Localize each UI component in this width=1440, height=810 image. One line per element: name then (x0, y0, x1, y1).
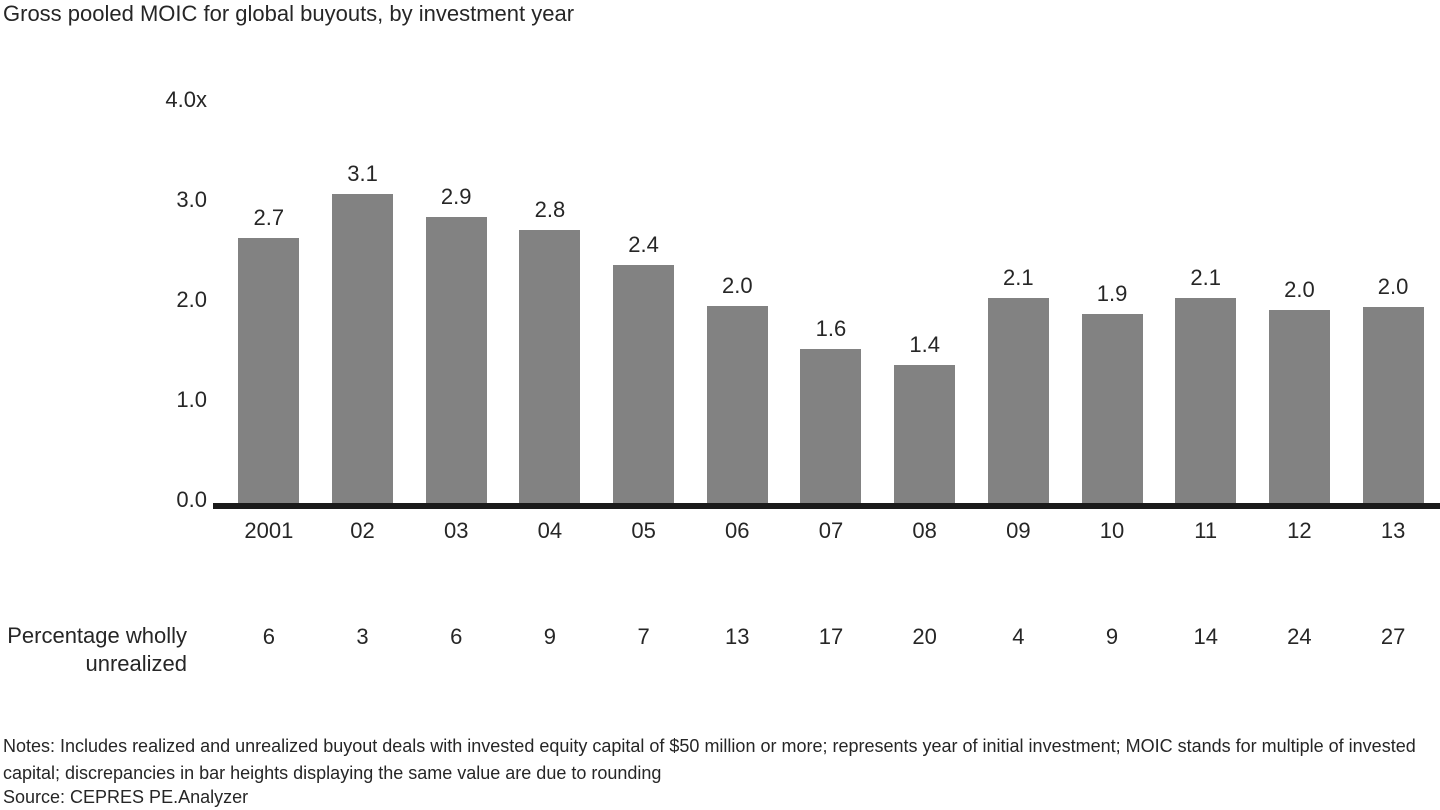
bar-slot: 2.4 (597, 232, 691, 503)
x-tick-label: 12 (1287, 518, 1312, 543)
bar-value-label: 2.4 (628, 232, 659, 257)
x-axis-labels: 2001 02 03 04 05 06 07 08 09 10 11 12 13 (222, 517, 1440, 545)
y-tick-label: 0.0 (176, 487, 207, 512)
bar-06 (706, 306, 768, 503)
bar-value-label: 2.9 (440, 184, 472, 209)
chart-notes: Notes: Includes realized and unrealized … (3, 736, 1416, 783)
bar-12 (1268, 310, 1330, 503)
bar-10 (1081, 314, 1143, 503)
x-axis-baseline (213, 503, 1440, 509)
bar-value-label: 2.0 (721, 273, 753, 298)
bar-11 (1175, 298, 1237, 503)
x-tick-label: 09 (1006, 518, 1031, 543)
bar-05 (613, 265, 675, 503)
y-axis: 4.0x 3.0 2.0 1.0 0.0 (0, 0, 207, 520)
x-tick-label: 06 (725, 518, 750, 543)
secondary-row-values: 6 3 6 9 7 13 17 20 4 9 14 24 27 (222, 624, 1440, 650)
pct-unrealized-value: 24 (1287, 624, 1312, 649)
bar-slot: 3.1 (316, 161, 410, 503)
plot-area: 2.7 3.1 2.9 2.8 2.4 2.0 1.6 1.4 2.1 1.9 2.1 2.0 2.0 (222, 130, 1440, 503)
bar-slot: 2.1 (1159, 265, 1253, 503)
x-tick-label: 04 (537, 518, 563, 543)
pct-unrealized-value: 6 (450, 624, 463, 649)
x-tick-label: 05 (631, 518, 656, 543)
pct-unrealized-value: 3 (356, 624, 369, 649)
bar-04 (519, 230, 581, 503)
bar-07 (800, 349, 862, 503)
bar-value-label: 2.8 (534, 197, 566, 222)
bar-value-label: 1.9 (1096, 281, 1128, 306)
pct-unrealized-value: 17 (818, 624, 844, 649)
pct-unrealized-value: 13 (725, 624, 750, 649)
bar-03 (425, 217, 487, 503)
x-tick-label: 08 (912, 518, 937, 543)
pct-unrealized-value: 27 (1380, 624, 1406, 649)
bar-value-label: 1.6 (815, 316, 847, 341)
bar-slot: 1.4 (878, 332, 972, 503)
bar-value-label: 2.1 (1190, 265, 1222, 290)
bar-09 (987, 298, 1049, 503)
secondary-row-label: Percentage wholly unrealized (7, 623, 187, 676)
bar-08 (894, 365, 956, 503)
bar-slot: 1.9 (1065, 281, 1159, 503)
bar-value-label: 2.0 (1284, 277, 1315, 302)
bar-slot: 2.9 (409, 184, 503, 503)
bar-slot: 1.6 (784, 316, 878, 503)
bar-value-label: 1.4 (909, 332, 940, 357)
bar-slot: 2.1 (972, 265, 1066, 503)
pct-unrealized-value: 6 (262, 624, 275, 649)
bar-value-label: 2.7 (253, 205, 285, 230)
bar-2001 (238, 238, 300, 503)
pct-unrealized-value: 4 (1012, 624, 1025, 649)
x-tick-label: 07 (818, 518, 844, 543)
bar-value-label: 2.1 (1003, 265, 1034, 290)
bar-slot: 2.0 (1253, 277, 1347, 503)
y-tick-label: 2.0 (176, 287, 207, 312)
bar-slot: 2.7 (222, 205, 316, 503)
pct-unrealized-value: 14 (1193, 624, 1218, 649)
bar-value-label: 2.0 (1377, 274, 1409, 299)
x-tick-label: 03 (443, 518, 469, 543)
chart-source: Source: CEPRES PE.Analyzer (3, 787, 249, 807)
y-tick-label: 4.0x (165, 87, 207, 112)
x-tick-label: 2001 (244, 518, 294, 543)
x-tick-label: 13 (1380, 518, 1406, 543)
y-tick-label: 1.0 (176, 387, 207, 412)
x-tick-label: 02 (350, 518, 375, 543)
bar-13 (1362, 307, 1424, 503)
pct-unrealized-value: 7 (637, 624, 650, 649)
bar-slot: 2.8 (503, 197, 597, 503)
bar-02 (332, 194, 394, 503)
chart-title: Gross pooled MOIC for global buyouts, by… (3, 1, 575, 26)
y-tick-label: 3.0 (176, 187, 207, 212)
x-tick-label: 10 (1099, 518, 1125, 543)
bar-slot: 2.0 (1346, 274, 1440, 503)
bar-value-label: 3.1 (347, 161, 378, 186)
pct-unrealized-value: 9 (543, 624, 557, 649)
bar-slot: 2.0 (690, 273, 784, 503)
x-tick-label: 11 (1194, 518, 1218, 543)
pct-unrealized-value: 20 (912, 624, 937, 649)
pct-unrealized-value: 9 (1105, 624, 1119, 649)
